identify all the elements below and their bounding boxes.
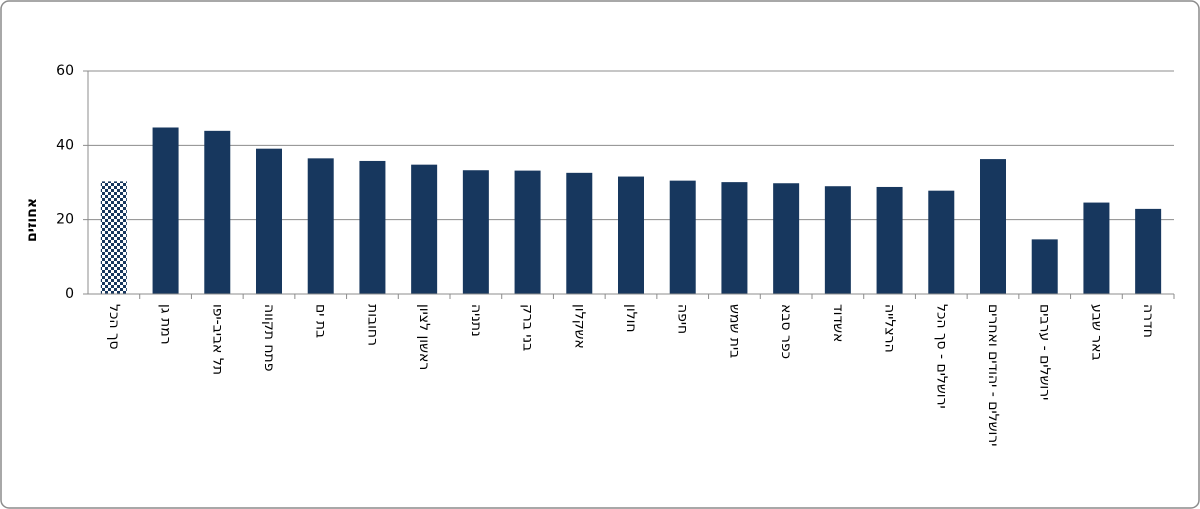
x-tick-label: נתניה <box>468 304 484 337</box>
x-tick-label: בת ים <box>313 304 329 338</box>
bar <box>773 183 800 294</box>
x-tick-label: הרצלייה <box>882 304 898 353</box>
x-tick-label: אשדוד <box>830 304 846 342</box>
x-tick-label: חולון <box>623 304 639 333</box>
bar <box>152 127 179 294</box>
bar <box>876 186 903 294</box>
x-tick-label: ראשון לציון <box>416 304 432 370</box>
y-tick-label: 60 <box>56 63 74 79</box>
bar <box>100 181 127 294</box>
x-tick-label: אשקלון <box>571 304 587 349</box>
bar <box>1135 208 1162 294</box>
x-tick-label: בני ברק <box>520 304 536 351</box>
y-axis-label: אחוזים <box>24 198 40 242</box>
bar <box>307 158 334 294</box>
x-tick-label: חיפה <box>675 304 691 334</box>
x-tick-label: ירושלים - סך הכל <box>933 304 949 409</box>
x-tick-label: רחובות <box>364 304 380 346</box>
x-tick-label: חדרה <box>1140 304 1156 338</box>
bar <box>618 176 644 294</box>
x-tick-label: ירושלים - ערבים <box>1037 304 1053 400</box>
bar <box>204 130 231 294</box>
x-tick-label: כפר סבא <box>778 304 794 359</box>
bar <box>980 159 1006 294</box>
x-tick-label: רמת גן <box>158 304 174 345</box>
bar <box>824 186 851 294</box>
bar <box>1083 202 1110 294</box>
x-tick-label: תל אביב-יפו <box>209 304 225 375</box>
bar <box>928 190 955 294</box>
bar <box>514 170 541 294</box>
x-tick-label: באר שבע <box>1088 304 1104 361</box>
x-tick-label: סך הכל <box>106 304 122 350</box>
y-tick-label: 40 <box>56 137 74 153</box>
y-tick-label: 20 <box>56 212 74 228</box>
bar <box>566 172 593 294</box>
bar <box>256 148 282 294</box>
x-tick-label: בית שמש <box>726 304 742 358</box>
bar <box>359 160 386 294</box>
bar <box>462 170 489 294</box>
x-tick-label: פתח תקווה <box>261 304 277 371</box>
bar <box>411 164 438 294</box>
bar <box>1031 239 1058 294</box>
bar <box>669 180 696 294</box>
y-tick-label: 0 <box>65 286 74 302</box>
bar <box>721 182 748 294</box>
x-tick-label: ירושלים - יהודים ואחרים <box>985 304 1001 446</box>
